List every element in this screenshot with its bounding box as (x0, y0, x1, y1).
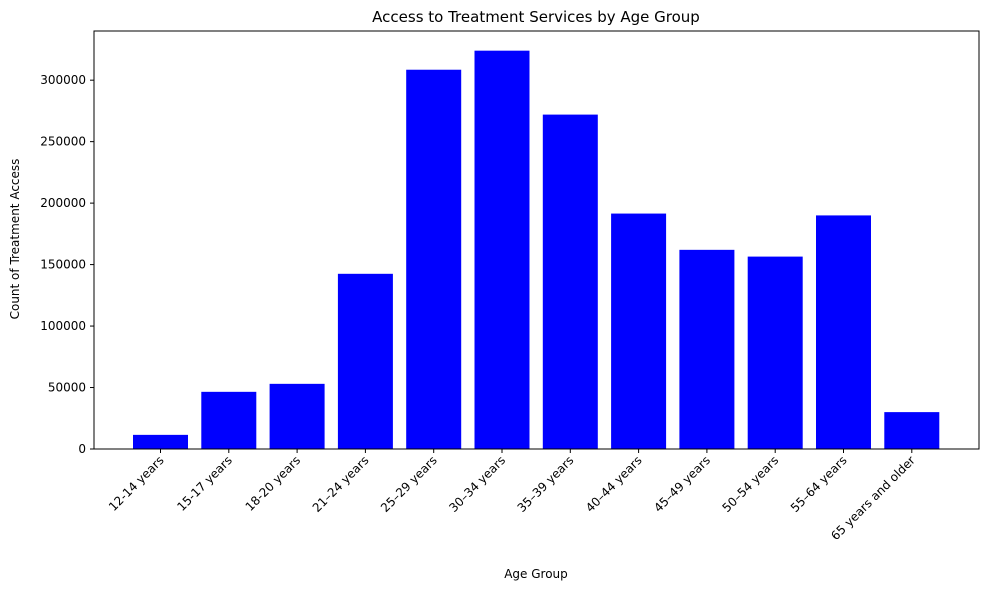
y-axis: 0 50000 100000 150000 200000 250000 300000 (40, 73, 94, 456)
x-tick-label: 35–39 years (515, 453, 577, 515)
bar (542, 114, 598, 449)
x-tick-label: 50–54 years (720, 453, 782, 515)
x-tick-label: 12-14 years (106, 453, 167, 514)
bar (133, 434, 188, 449)
y-tick-label: 250000 (40, 135, 86, 149)
bars-group (133, 50, 940, 449)
y-tick-label: 200000 (40, 196, 86, 210)
plot-frame (93, 30, 980, 450)
x-tick-label: 15-17 years (174, 453, 235, 514)
chart-title: Access to Treatment Services by Age Grou… (372, 8, 700, 26)
x-tick-label: 18-20 years (243, 453, 304, 514)
bar (747, 256, 803, 449)
y-axis-label: Count of Treatment Access (8, 159, 22, 320)
bar (611, 213, 667, 449)
bar (884, 412, 940, 449)
y-tick-label: 0 (78, 442, 86, 456)
y-tick-label: 50000 (48, 381, 86, 395)
x-tick-label: 45–49 years (651, 453, 713, 515)
bar (679, 249, 735, 449)
x-axis: 12-14 years 15-17 years 18-20 years 21–24 y… (106, 449, 918, 543)
x-tick-label: 30–34 years (446, 453, 508, 515)
bar (406, 69, 462, 449)
x-tick-label: 55–64 years (788, 453, 850, 515)
x-tick-label: 25–29 years (378, 453, 440, 515)
x-tick-label: 40–44 years (583, 453, 645, 515)
bar (269, 383, 325, 449)
x-axis-label: Age Group (504, 567, 568, 581)
bar (201, 391, 257, 449)
y-tick-label: 150000 (40, 258, 86, 272)
bar (474, 50, 530, 449)
y-tick-label: 100000 (40, 319, 86, 333)
x-tick-label: 21–24 years (310, 453, 372, 515)
bar (816, 215, 871, 449)
y-tick-label: 300000 (40, 73, 86, 87)
bar (337, 273, 393, 449)
